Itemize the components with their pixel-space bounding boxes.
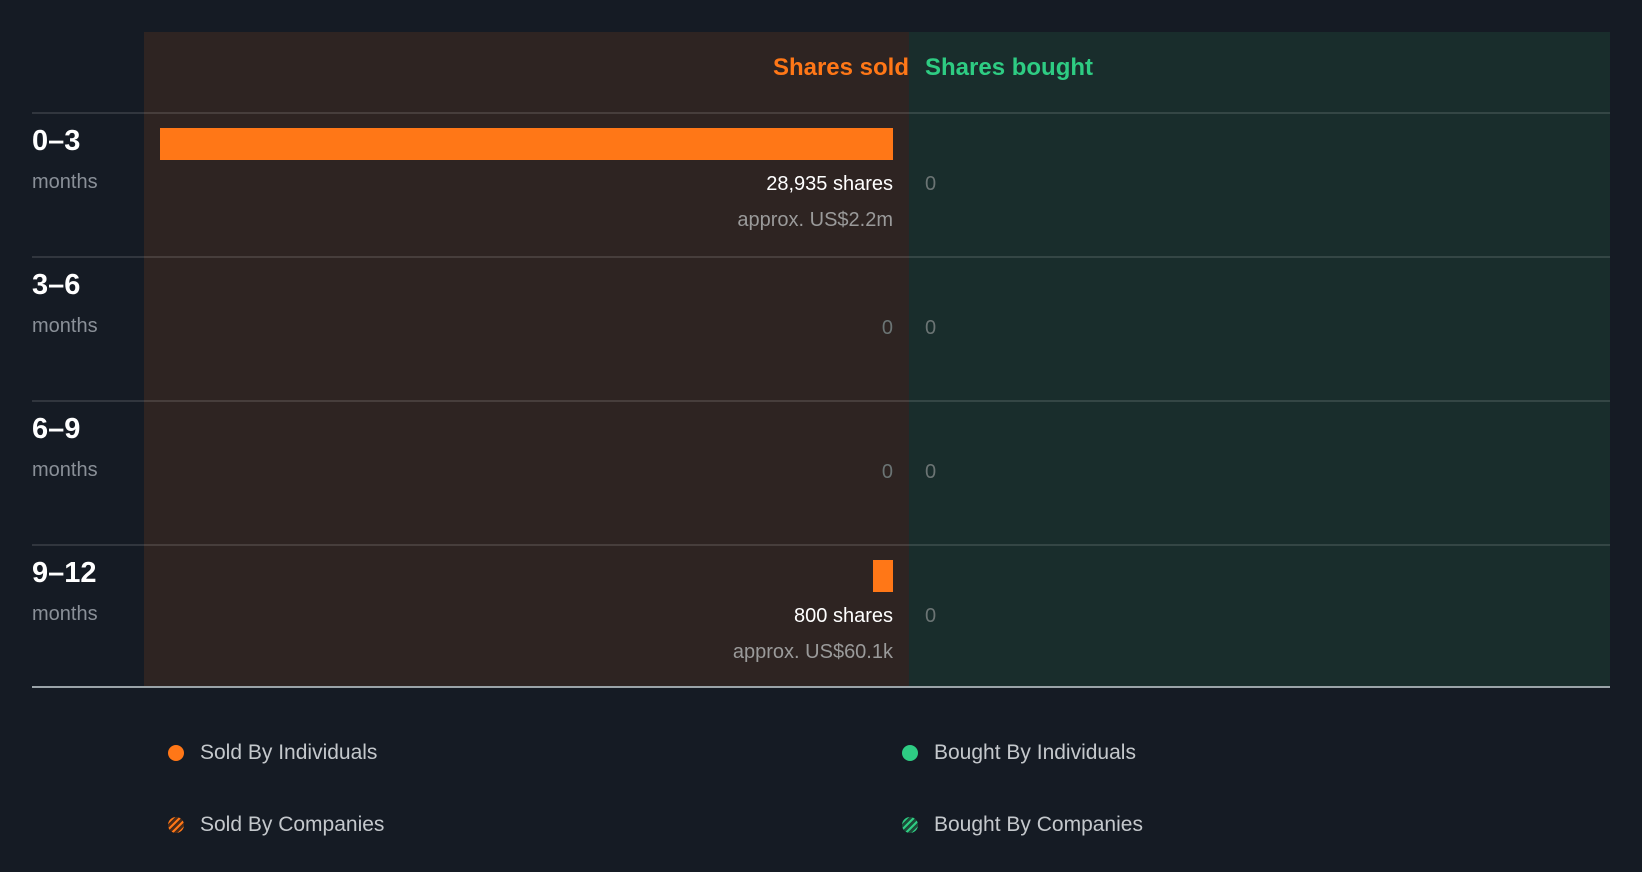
green-dot-icon xyxy=(902,745,918,761)
legend-label: Bought By Companies xyxy=(934,813,1143,836)
sold-bar[interactable] xyxy=(160,128,893,160)
divider xyxy=(32,544,1610,546)
divider xyxy=(32,112,1610,114)
range-label: 9–12 xyxy=(32,557,97,589)
table-row: 0–3 months 28,935 shares approx. US$2.2m… xyxy=(0,113,1642,257)
chart-baseline xyxy=(32,686,1610,688)
range-unit: months xyxy=(32,171,98,193)
legend-label: Bought By Individuals xyxy=(934,741,1136,764)
legend-sold-individuals[interactable]: Sold By Individuals xyxy=(168,741,377,765)
divider xyxy=(32,256,1610,258)
bought-value: 0 xyxy=(925,173,937,195)
legend-bought-individuals[interactable]: Bought By Individuals xyxy=(902,741,1136,765)
shares-bought-header: Shares bought xyxy=(925,54,1094,81)
table-row: 9–12 months 800 shares approx. US$60.1k … xyxy=(0,545,1642,689)
bought-value: 0 xyxy=(925,317,937,339)
range-label: 3–6 xyxy=(32,269,81,301)
range-label: 0–3 xyxy=(32,125,81,157)
sold-value: 0 xyxy=(881,317,893,339)
orange-dot-icon xyxy=(168,745,184,761)
table-row: 3–6 months 0 0 xyxy=(0,257,1642,401)
legend-label: Sold By Companies xyxy=(200,813,385,836)
legend-bought-companies[interactable]: Bought By Companies xyxy=(902,813,1143,837)
sold-bar[interactable] xyxy=(873,560,893,592)
sold-shares-value: 800 shares xyxy=(794,605,893,627)
bought-value: 0 xyxy=(925,605,937,627)
legend-label: Sold By Individuals xyxy=(200,741,378,764)
sold-shares-value: 28,935 shares xyxy=(766,173,893,195)
sold-value: 0 xyxy=(881,461,893,483)
green-striped-dot-icon xyxy=(902,817,918,833)
shares-bought-panel xyxy=(909,32,1610,687)
table-row: 6–9 months 0 0 xyxy=(0,401,1642,545)
orange-striped-dot-icon xyxy=(168,817,184,833)
range-unit: months xyxy=(32,459,98,481)
legend-sold-companies[interactable]: Sold By Companies xyxy=(168,813,384,837)
range-label: 6–9 xyxy=(32,413,81,445)
range-unit: months xyxy=(32,315,98,337)
divider xyxy=(32,400,1610,402)
bought-value: 0 xyxy=(925,461,937,483)
sold-approx-value: approx. US$2.2m xyxy=(737,209,893,231)
range-unit: months xyxy=(32,603,98,625)
shares-sold-header: Shares sold xyxy=(772,54,909,81)
sold-approx-value: approx. US$60.1k xyxy=(732,641,893,663)
